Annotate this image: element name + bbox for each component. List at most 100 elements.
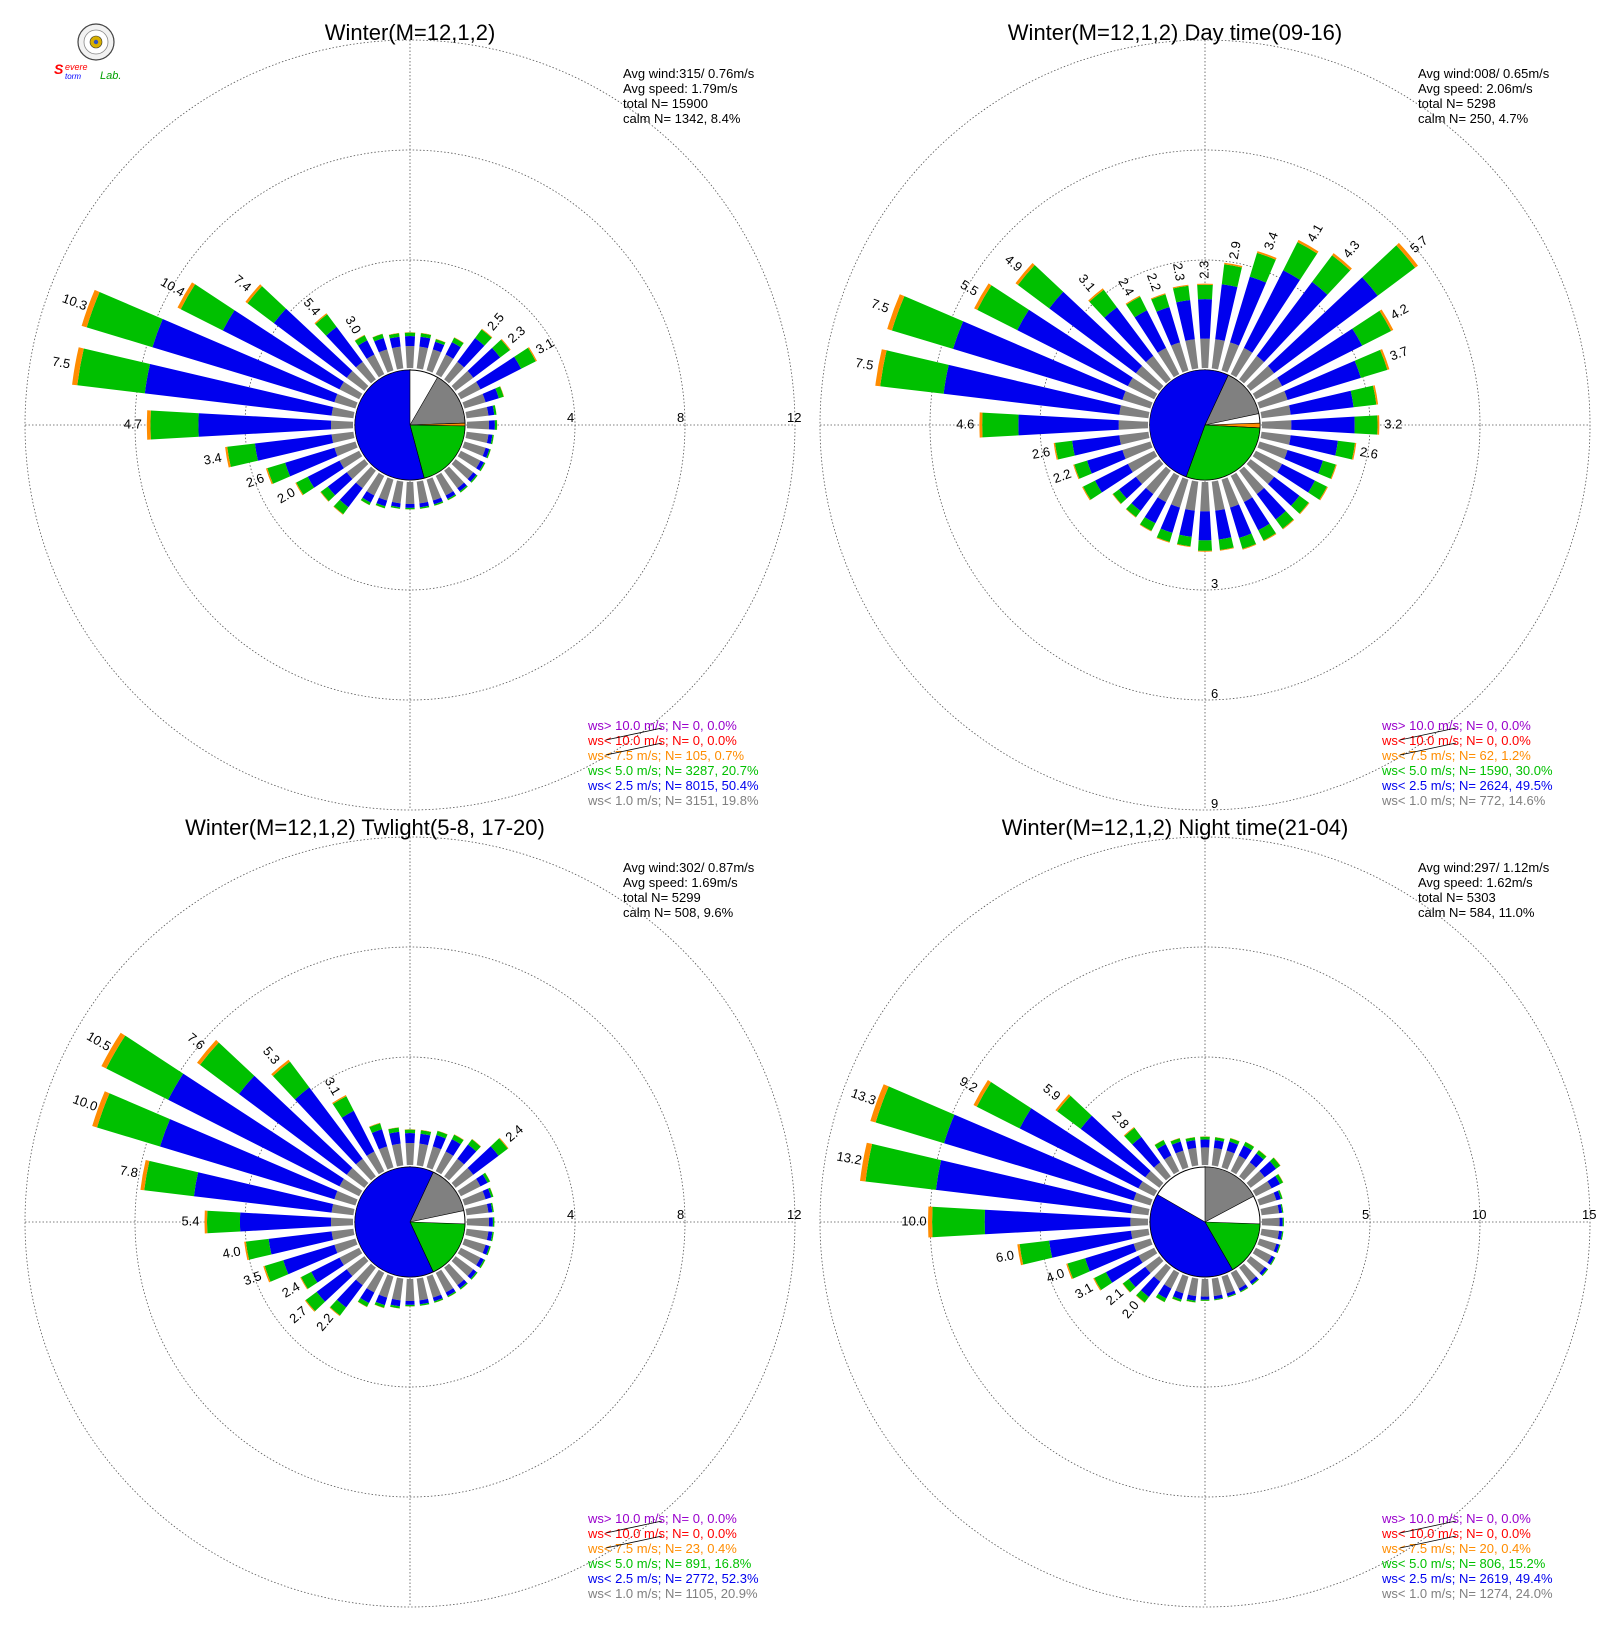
spoke-blue <box>419 337 430 348</box>
spoke-gray <box>1262 420 1291 430</box>
spoke-gray <box>1176 1274 1189 1293</box>
spoke-gray <box>332 432 355 443</box>
spoke-total-label: 7.8 <box>119 1162 139 1180</box>
stats-line: calm N= 250, 4.7% <box>1418 111 1529 126</box>
spoke-total-label: 3.1 <box>533 335 556 357</box>
legend-entry: ws< 5.0 m/s; N= 3287, 20.7% <box>587 763 759 778</box>
spoke-gray <box>1188 1278 1198 1297</box>
spoke-gray <box>331 421 353 430</box>
spoke-total-label: 4.9 <box>1002 252 1025 275</box>
stats-line: Avg wind:315/ 0.76m/s <box>623 66 755 81</box>
spoke-gray <box>406 1279 415 1301</box>
spoke-green <box>1283 1218 1284 1227</box>
spoke-green <box>1173 286 1190 303</box>
spoke-green <box>150 411 198 440</box>
spoke-blue <box>489 1217 493 1226</box>
spoke-total-label: 9.2 <box>957 1073 980 1095</box>
spoke-gray <box>1261 1229 1280 1239</box>
spoke-total-label: 3.4 <box>1261 230 1281 252</box>
spoke-orange <box>928 1207 933 1238</box>
spoke-orange <box>979 412 982 437</box>
spoke-blue <box>1201 1297 1210 1300</box>
spoke-blue <box>1200 1139 1209 1147</box>
spoke-blue <box>198 413 331 437</box>
spoke-gray <box>332 1229 355 1240</box>
spoke-total-label: 2.5 <box>484 310 507 333</box>
spoke-gray <box>417 347 428 370</box>
legend-entry: ws< 7.5 m/s; N= 105, 0.7% <box>587 748 745 763</box>
spoke-total-label: 7.5 <box>854 355 874 373</box>
spoke-total-label: 3.1 <box>322 1075 344 1098</box>
spoke-total-label: 2.3 <box>1170 262 1188 282</box>
spoke-green <box>932 1207 985 1237</box>
stats-line: Avg wind:297/ 1.12m/s <box>1418 860 1550 875</box>
spoke-gray <box>1257 1239 1276 1252</box>
spoke-gray <box>1261 405 1291 418</box>
spoke-total-label: 4.1 <box>1304 221 1326 244</box>
spoke-gray <box>406 1143 415 1165</box>
spoke-total-label: 13.2 <box>836 1149 864 1168</box>
spoke-blue <box>405 1133 415 1143</box>
spoke-total-label: 2.3 <box>1196 261 1211 279</box>
spoke-total-label: 4.3 <box>1340 237 1363 260</box>
spoke-gray <box>1185 481 1198 511</box>
spoke-blue <box>1289 435 1338 455</box>
spoke-green <box>1198 540 1212 551</box>
legend-entry: ws< 5.0 m/s; N= 806, 15.2% <box>1381 1556 1546 1571</box>
spoke-gray <box>331 1218 353 1227</box>
spoke-total-label: 3.0 <box>342 313 364 336</box>
ring-label: 15 <box>1582 1207 1596 1222</box>
spoke-total-label: 4.6 <box>956 416 974 431</box>
spoke-blue <box>389 1132 400 1145</box>
legend-entry: ws< 2.5 m/s; N= 2624, 49.5% <box>1381 778 1553 793</box>
spoke-gray <box>1262 1218 1280 1226</box>
panel-title: Winter(M=12,1,2) <box>325 20 496 45</box>
spoke-blue <box>405 504 414 508</box>
spoke-gray <box>1119 432 1149 445</box>
spoke-gray <box>1188 1148 1198 1167</box>
spoke-total-label: 5.5 <box>958 277 981 299</box>
spoke-total-label: 10.3 <box>60 291 89 314</box>
spoke-green <box>1351 386 1377 408</box>
spoke-gray <box>406 346 415 368</box>
spoke-gray <box>1261 1205 1280 1215</box>
stats-line: calm N= 1342, 8.4% <box>623 111 741 126</box>
spoke-green <box>405 1130 415 1134</box>
spoke-green <box>1197 285 1213 300</box>
spoke-orange <box>204 1211 207 1234</box>
spoke-gray <box>467 421 489 430</box>
spoke-total-label: 3.7 <box>1388 343 1410 363</box>
spoke-gray <box>1134 1239 1153 1252</box>
spoke-total-label: 10.0 <box>71 1091 100 1114</box>
legend-entry: ws< 1.0 m/s; N= 1105, 20.9% <box>587 1586 758 1601</box>
legend-entry: ws< 1.0 m/s; N= 772, 14.6% <box>1381 793 1546 808</box>
spoke-gray <box>466 1204 489 1215</box>
spoke-gray <box>1257 1193 1276 1206</box>
spoke-green <box>405 333 415 337</box>
spoke-total-label: 2.6 <box>1359 444 1379 462</box>
spoke-total-label: 2.7 <box>286 1303 309 1326</box>
spoke-total-label: 3.2 <box>1384 416 1402 431</box>
spoke-blue <box>1291 417 1355 434</box>
logo-evere: evere <box>65 62 88 72</box>
spoke-total-label: 5.3 <box>260 1044 283 1067</box>
spoke-total-label: 2.2 <box>313 1310 336 1333</box>
legend-entry: ws< 2.5 m/s; N= 2619, 49.4% <box>1381 1571 1553 1586</box>
spoke-total-label: 7.5 <box>51 353 71 371</box>
spoke-total-label: 4.0 <box>1044 1265 1066 1285</box>
logo-lab: Lab. <box>100 70 121 82</box>
spoke-green <box>493 1217 495 1226</box>
spoke-blue <box>1176 300 1195 341</box>
legend-entry: ws< 7.5 m/s; N= 20, 0.4% <box>1381 1541 1531 1556</box>
spoke-gray <box>332 1204 355 1215</box>
spoke-total-label: 2.4 <box>279 1279 302 1301</box>
spoke-green <box>982 413 1018 438</box>
spoke-green <box>495 420 497 430</box>
spoke-gray <box>417 481 428 504</box>
spoke-gray <box>1200 482 1210 511</box>
spoke-gray <box>1119 405 1149 418</box>
logo-torm: torm <box>65 72 81 81</box>
